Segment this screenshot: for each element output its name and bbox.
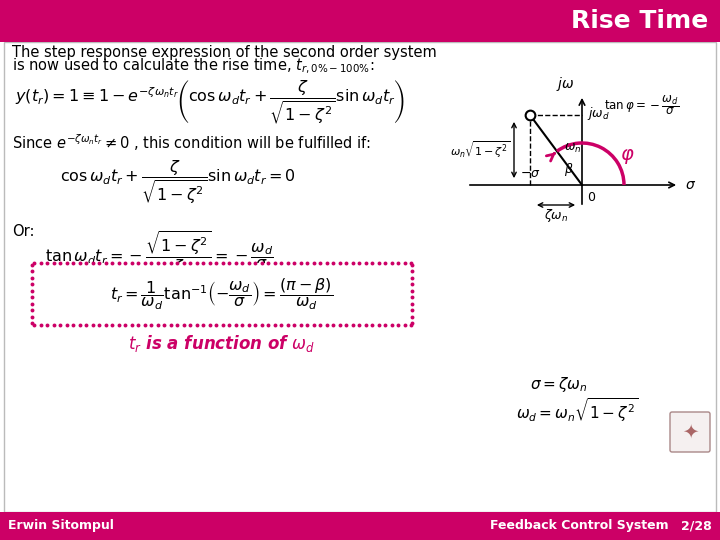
Text: ✦: ✦ (682, 422, 698, 442)
Bar (4, 42, 716, 512)
Text: Erwin Sitompul: Erwin Sitompul (8, 519, 114, 532)
Text: Or:: Or: (12, 225, 35, 240)
Text: $\sigma = \zeta\omega_n$: $\sigma = \zeta\omega_n$ (530, 375, 588, 395)
Text: $\sigma$: $\sigma$ (685, 178, 696, 192)
Bar (0, 0, 720, 42)
Text: $\tan\omega_d t_r = -\dfrac{\sqrt{1-\zeta^2}}{\zeta} = -\dfrac{\omega_d}{\sigma}: $\tan\omega_d t_r = -\dfrac{\sqrt{1-\zet… (45, 229, 274, 277)
Text: $0$: $0$ (587, 191, 596, 204)
Text: $\cos\omega_d t_r + \dfrac{\zeta}{\sqrt{1-\zeta^2}}\sin\omega_d t_r = 0$: $\cos\omega_d t_r + \dfrac{\zeta}{\sqrt{… (60, 158, 296, 206)
Bar (32, 263, 412, 325)
Text: Feedback Control System: Feedback Control System (490, 519, 669, 532)
Text: $y(t_r) = 1 \equiv 1 - e^{-\zeta\omega_n t_r}\left(\cos\omega_d t_r + \dfrac{\ze: $y(t_r) = 1 \equiv 1 - e^{-\zeta\omega_n… (15, 78, 405, 126)
Text: $\omega_n\sqrt{1-\zeta^2}$: $\omega_n\sqrt{1-\zeta^2}$ (450, 140, 510, 160)
Text: $\zeta\omega_n$: $\zeta\omega_n$ (544, 207, 568, 224)
Text: $j\omega_d$: $j\omega_d$ (587, 105, 610, 122)
Text: $t_r = \dfrac{1}{\omega_d}\tan^{-1}\!\left(-\dfrac{\omega_d}{\sigma}\right)= \df: $t_r = \dfrac{1}{\omega_d}\tan^{-1}\!\le… (110, 276, 333, 312)
Text: $\omega_d = \omega_n\sqrt{1-\zeta^2}$: $\omega_d = \omega_n\sqrt{1-\zeta^2}$ (516, 396, 638, 424)
Text: Since $e^{-\zeta\omega_n t_r} \neq 0$ , this condition will be fulfilled if:: Since $e^{-\zeta\omega_n t_r} \neq 0$ , … (12, 133, 371, 153)
Text: $\tan\varphi = -\dfrac{\omega_d}{\sigma}$: $\tan\varphi = -\dfrac{\omega_d}{\sigma}… (604, 93, 679, 117)
Bar (0, 512, 720, 540)
Text: $\omega_n$: $\omega_n$ (564, 141, 582, 154)
Text: $t_r$ is a function of $\omega_d$: $t_r$ is a function of $\omega_d$ (128, 334, 315, 354)
Text: is now used to calculate the rise time, $t_{r,0\%-100\%}$:: is now used to calculate the rise time, … (12, 56, 374, 76)
Text: $\varphi$: $\varphi$ (620, 147, 634, 166)
FancyBboxPatch shape (670, 412, 710, 452)
Text: $\beta$: $\beta$ (564, 160, 574, 178)
Text: The step response expression of the second order system: The step response expression of the seco… (12, 44, 437, 59)
Text: $-\sigma$: $-\sigma$ (520, 167, 540, 180)
Text: $j\omega$: $j\omega$ (556, 75, 574, 93)
Text: 2/28: 2/28 (681, 519, 712, 532)
Text: Rise Time: Rise Time (571, 9, 708, 33)
